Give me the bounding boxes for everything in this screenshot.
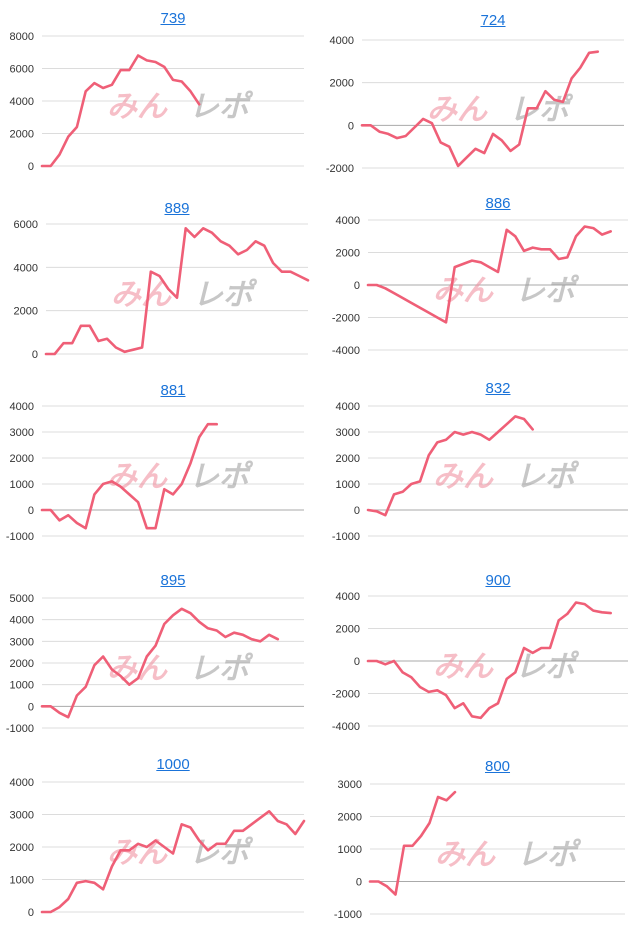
line-chart: -1000 0 1000 2000 3000 4000 みんレポ xyxy=(320,378,640,556)
y-tick-label: 1000 xyxy=(10,680,34,692)
y-tick-label: -1000 xyxy=(6,531,34,543)
watermark-text-1: みん xyxy=(107,90,168,125)
watermark-text-1: みん xyxy=(435,838,496,873)
y-tick-label: 3000 xyxy=(10,810,34,822)
y-tick-label: 3000 xyxy=(10,427,34,439)
y-tick-label: -4000 xyxy=(332,345,360,357)
y-tick-label: -2000 xyxy=(326,163,354,175)
line-chart: -2000020004000みんレポ xyxy=(320,0,640,188)
y-tick-label: 2000 xyxy=(14,306,38,318)
y-tick-label: -2000 xyxy=(332,689,360,701)
y-tick-label: 1000 xyxy=(10,479,34,491)
watermark-text-1: みん xyxy=(433,650,494,685)
watermark-text-2: レポ xyxy=(517,838,582,873)
line-chart: -4000 -2000 0 2000 4000 みんレポ xyxy=(320,568,640,746)
y-tick-label: 8000 xyxy=(10,31,34,43)
line-chart: -1000 0 1000 2000 3000 みんレポ xyxy=(320,752,640,934)
watermark-text-2: レポ xyxy=(189,460,254,495)
watermark-text-2: レポ xyxy=(515,460,580,495)
y-tick-label: -4000 xyxy=(332,721,360,733)
watermark-text-1: みん xyxy=(107,836,168,871)
y-tick-label: 0 xyxy=(28,505,34,517)
y-tick-label: 0 xyxy=(28,161,34,173)
y-tick-label: 2000 xyxy=(10,842,34,854)
y-tick-label: 3000 xyxy=(10,636,34,648)
y-tick-label: 0 xyxy=(354,656,360,668)
y-tick-label: 1000 xyxy=(10,875,34,887)
y-tick-label: 6000 xyxy=(10,64,34,76)
watermark-text-1: みん xyxy=(433,460,494,495)
y-tick-label: 2000 xyxy=(336,453,360,465)
y-tick-label: 4000 xyxy=(14,262,38,274)
y-tick-label: 3000 xyxy=(338,779,362,791)
line-chart: -1000 0 1000 2000 3000 4000 みんレポ xyxy=(0,378,320,556)
y-tick-label: 0 xyxy=(354,505,360,517)
watermark-text-2: レポ xyxy=(515,274,580,309)
series-line xyxy=(42,811,304,912)
y-tick-label: 4000 xyxy=(10,401,34,413)
watermark-text-1: みん xyxy=(107,652,168,687)
y-tick-label: 4000 xyxy=(330,35,354,47)
y-tick-label: 4000 xyxy=(10,96,34,108)
y-tick-label: 2000 xyxy=(10,658,34,670)
watermark-text-2: レポ xyxy=(515,650,580,685)
y-tick-label: -1000 xyxy=(332,531,360,543)
y-tick-label: 0 xyxy=(28,907,34,919)
line-chart: 0 2000 4000 6000 8000 みんレポ xyxy=(0,0,320,186)
y-tick-label: 2000 xyxy=(338,812,362,824)
y-tick-label: 0 xyxy=(356,877,362,889)
watermark-text-1: みん xyxy=(107,460,168,495)
line-chart: 01000200030004000みんレポ xyxy=(0,752,320,932)
y-tick-label: 4000 xyxy=(336,591,360,603)
line-chart: -4000 -2000 0 2000 4000 みんレポ xyxy=(320,190,640,370)
watermark-text-2: レポ xyxy=(193,278,258,313)
y-tick-label: 5000 xyxy=(10,593,34,605)
y-tick-label: -1000 xyxy=(334,909,362,921)
y-tick-label: 4000 xyxy=(336,401,360,413)
y-tick-label: 1000 xyxy=(338,844,362,856)
y-tick-label: 6000 xyxy=(14,219,38,231)
y-tick-label: 2000 xyxy=(336,248,360,260)
y-tick-label: 3000 xyxy=(336,427,360,439)
series-line xyxy=(46,228,308,354)
watermark-text-1: みん xyxy=(427,92,488,127)
y-tick-label: 0 xyxy=(354,280,360,292)
y-tick-label: 2000 xyxy=(10,129,34,141)
y-tick-label: 2000 xyxy=(330,78,354,90)
y-tick-label: 1000 xyxy=(336,479,360,491)
watermark-text-2: レポ xyxy=(189,90,254,125)
line-chart: 0200040006000みんレポ xyxy=(0,190,320,374)
y-tick-label: 4000 xyxy=(10,777,34,789)
watermark-text-1: みん xyxy=(433,274,494,309)
y-tick-label: -2000 xyxy=(332,313,360,325)
y-tick-label: 2000 xyxy=(336,624,360,636)
y-tick-label: 0 xyxy=(32,349,38,361)
y-tick-label: -1000 xyxy=(6,723,34,735)
y-tick-label: 0 xyxy=(28,701,34,713)
y-tick-label: 4000 xyxy=(10,615,34,627)
y-tick-label: 2000 xyxy=(10,453,34,465)
watermark-text-2: レポ xyxy=(189,652,254,687)
y-tick-label: 4000 xyxy=(336,215,360,227)
line-chart: -1000 0 1000 2000 3000 4000 5000 みんレポ xyxy=(0,568,320,748)
y-tick-label: 0 xyxy=(348,120,354,132)
